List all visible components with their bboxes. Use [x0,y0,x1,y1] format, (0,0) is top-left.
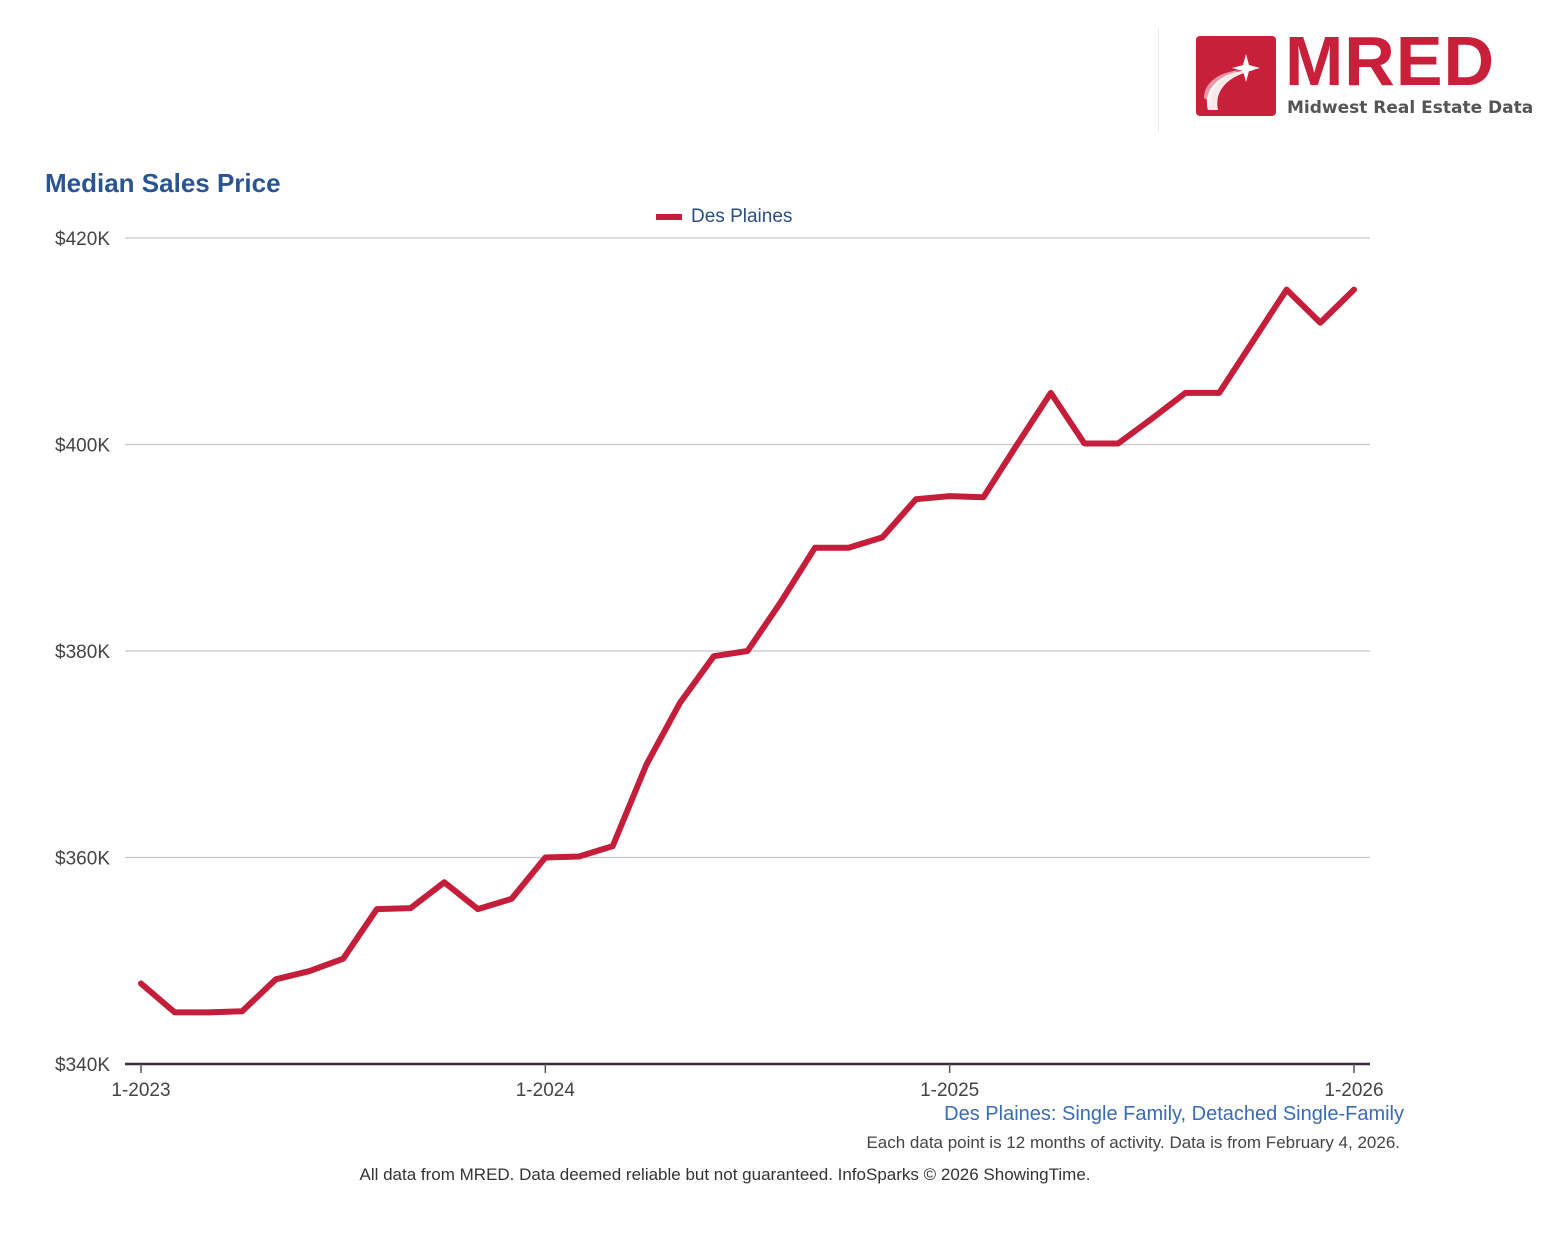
data-point-10-2025[interactable] [1250,338,1256,344]
legend-label-des-plaines: Des Plaines [691,206,793,227]
data-point-4-2025[interactable] [1048,390,1054,396]
series-description: Des Plaines: Single Family, Detached Sin… [944,1103,1404,1125]
x-tick-label: 1-2025 [920,1080,979,1101]
data-point-3-2023[interactable] [205,1009,211,1015]
data-point-11-2023[interactable] [475,906,481,912]
series-des-plaines [138,286,1357,1016]
data-point-7-2023[interactable] [340,956,346,962]
mred-logo: MRED Midwest Real Estate Data [1192,26,1542,122]
data-point-9-2024[interactable] [812,545,818,551]
series-line-des-plaines[interactable] [138,286,1357,1016]
y-tick-label: $360K [55,849,110,870]
data-point-3-2025[interactable] [1014,442,1020,448]
data-point-2-2025[interactable] [980,494,986,500]
y-tick-label: $420K [55,229,110,250]
legend-swatch-des-plaines [656,214,682,220]
y-tick-label: $340K [55,1055,110,1076]
legend[interactable]: Des Plaines [656,205,792,229]
data-point-5-2025[interactable] [1081,441,1087,447]
data-point-8-2023[interactable] [374,906,380,912]
data-point-6-2025[interactable] [1115,441,1121,447]
data-point-1-2023[interactable] [138,981,144,987]
x-tick-label: 1-2026 [1324,1080,1383,1101]
data-point-11-2025[interactable] [1284,287,1290,293]
data-point-2-2023[interactable] [172,1009,178,1015]
data-point-5-2023[interactable] [273,976,279,982]
data-point-1-2026[interactable] [1351,287,1357,293]
data-point-6-2024[interactable] [711,653,717,659]
logo-wordmark: MRED [1285,22,1496,100]
data-point-3-2024[interactable] [610,843,616,849]
data-point-9-2023[interactable] [408,905,414,911]
x-tick-label: 1-2024 [516,1080,576,1101]
chart-title: Median Sales Price [45,168,281,198]
data-point-7-2024[interactable] [745,648,751,654]
y-tick-label: $400K [55,436,110,457]
data-point-4-2024[interactable] [643,762,649,768]
data-point-9-2025[interactable] [1216,390,1222,396]
data-point-10-2023[interactable] [441,879,447,885]
logo-divider [1158,28,1159,132]
data-point-1-2024[interactable] [542,855,548,861]
source-disclaimer: All data from MRED. Data deemed reliable… [359,1165,1091,1184]
data-info-note: Each data point is 12 months of activity… [866,1133,1400,1152]
data-point-4-2023[interactable] [239,1008,245,1014]
x-tick-label: 1-2023 [111,1080,170,1101]
data-point-12-2024[interactable] [913,496,919,502]
data-point-10-2024[interactable] [846,545,852,551]
data-point-7-2025[interactable] [1149,416,1155,422]
data-point-8-2025[interactable] [1183,390,1189,396]
data-point-8-2024[interactable] [778,598,784,604]
y-tick-label: $380K [55,642,110,663]
gridlines [125,237,1370,859]
star-swoosh-icon [1196,36,1276,116]
data-point-11-2024[interactable] [879,534,885,540]
data-point-5-2024[interactable] [677,700,683,706]
data-point-1-2025[interactable] [947,493,953,499]
logo-tagline: Midwest Real Estate Data [1287,98,1534,118]
data-point-12-2023[interactable] [509,896,515,902]
y-axis-tick-labels: $340K $360K $380K $400K $420K [55,229,110,1076]
data-point-6-2023[interactable] [307,968,313,974]
x-axis: 1-2023 1-2024 1-2025 1-2026 [111,1062,1384,1101]
data-point-2-2024[interactable] [576,854,582,860]
data-point-12-2025[interactable] [1317,320,1323,326]
